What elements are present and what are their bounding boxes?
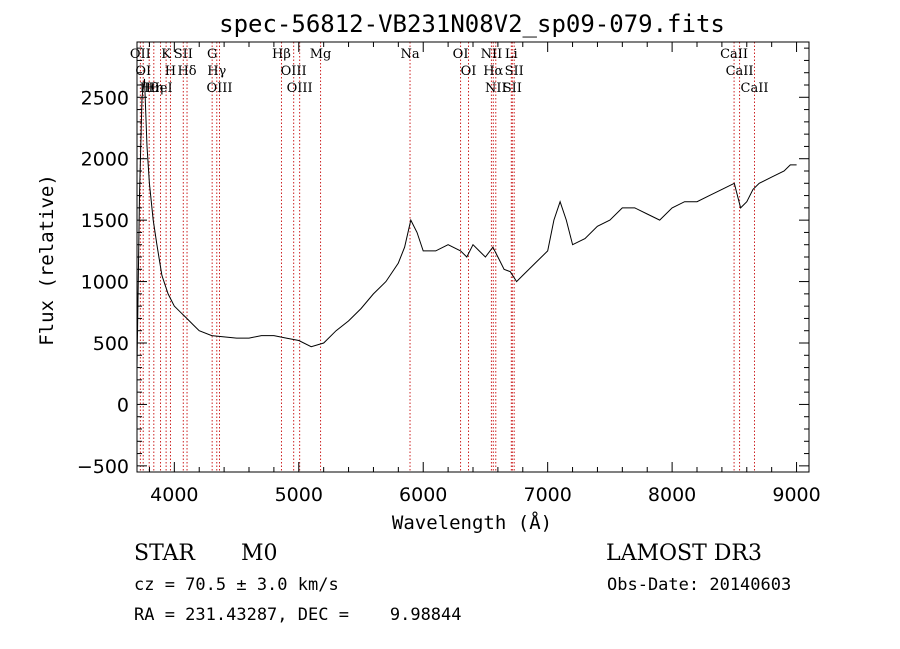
y-tick-label: 500 bbox=[93, 333, 129, 355]
object-class: STAR bbox=[134, 541, 196, 566]
chart-title: spec-56812-VB231N08V2_sp09-079.fits bbox=[219, 10, 725, 38]
line-marker-label: K bbox=[161, 47, 171, 62]
line-marker-label: HeI bbox=[148, 81, 172, 96]
line-marker-label: OII bbox=[130, 47, 151, 62]
line-marker-label: Li bbox=[505, 47, 518, 62]
x-axis-ticks: 4000 5000 6000 7000 8000 9000 bbox=[148, 42, 821, 506]
ra-dec-text: RA = 231.43287, DEC = 9.98844 bbox=[134, 605, 462, 625]
x-tick-label: 9000 bbox=[772, 484, 820, 506]
x-axis-label: Wavelength (Å) bbox=[392, 511, 552, 534]
line-marker-label: OIII bbox=[281, 64, 307, 79]
line-marker-label: CaII bbox=[726, 64, 754, 79]
y-tick-label: 2500 bbox=[81, 87, 129, 109]
line-marker-label: NII bbox=[481, 47, 503, 62]
x-tick-label: 7000 bbox=[523, 484, 571, 506]
line-marker-label: CaII bbox=[720, 47, 748, 62]
line-marker-label: Hα bbox=[483, 64, 503, 79]
y-tick-label: 1500 bbox=[81, 210, 129, 232]
x-tick-label: 6000 bbox=[399, 484, 447, 506]
line-marker-label: OIII bbox=[287, 81, 313, 96]
line-marker-label: CaII bbox=[741, 81, 769, 96]
y-tick-label: 0 bbox=[117, 394, 129, 416]
line-marker-label: Hδ bbox=[177, 64, 196, 79]
line-marker-label: OI bbox=[453, 47, 469, 62]
line-marker-label: Na bbox=[400, 47, 419, 62]
plot-frame bbox=[136, 41, 810, 473]
line-marker-label: H bbox=[165, 64, 176, 79]
line-marker-label: SII bbox=[174, 47, 193, 62]
y-tick-label: 1000 bbox=[81, 272, 129, 294]
object-subclass: M0 bbox=[241, 541, 278, 566]
obs-date-text: Obs-Date: 20140603 bbox=[607, 575, 791, 595]
line-marker-label: SII bbox=[505, 64, 524, 79]
line-marker-label: Hη bbox=[144, 81, 163, 96]
survey-name: LAMOST DR3 bbox=[606, 541, 762, 566]
redshift-text: cz = 70.5 ± 3.0 km/s bbox=[134, 575, 339, 595]
y-axis-ticks: −500 0 500 1000 1500 2000 2500 bbox=[77, 47, 809, 478]
line-marker-label: Hγ bbox=[207, 64, 226, 79]
line-markers bbox=[139, 42, 755, 472]
line-marker-label: Mg bbox=[310, 47, 332, 62]
y-axis-label: Flux (relative) bbox=[36, 174, 58, 346]
y-tick-label: 2000 bbox=[81, 149, 129, 171]
line-marker-label: Hβ bbox=[272, 47, 291, 62]
spectrum-line bbox=[136, 78, 797, 368]
line-marker-label: OIII bbox=[206, 81, 232, 96]
line-marker-label: NII bbox=[485, 81, 507, 96]
line-marker-label: G bbox=[207, 47, 217, 62]
y-tick-label: −500 bbox=[77, 456, 129, 478]
line-marker-label: OI bbox=[135, 64, 151, 79]
x-tick-label: 8000 bbox=[648, 484, 696, 506]
x-tick-label: 5000 bbox=[275, 484, 323, 506]
x-tick-label: 4000 bbox=[150, 484, 198, 506]
line-marker-label: SII bbox=[503, 81, 522, 96]
line-marker-label: OI bbox=[461, 64, 477, 79]
